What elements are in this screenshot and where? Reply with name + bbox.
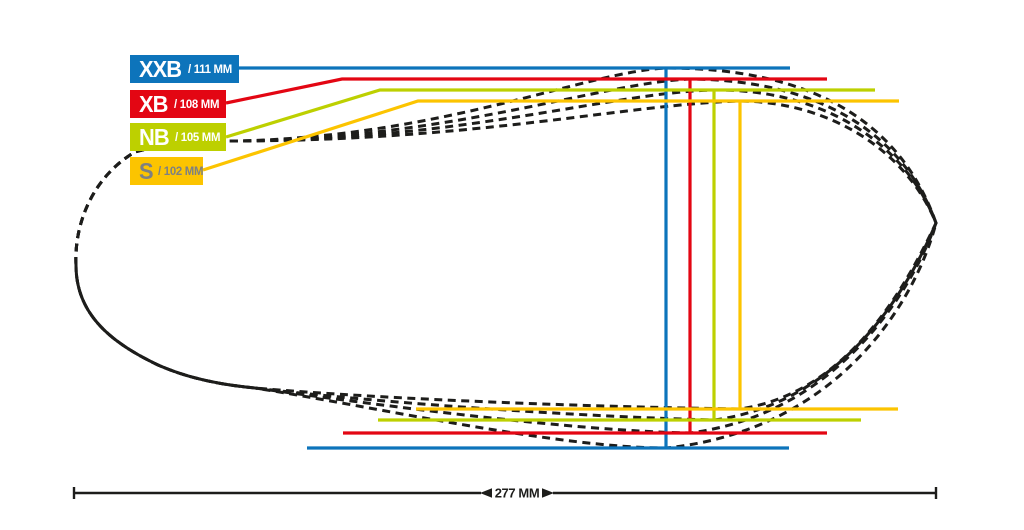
legend-size-code: XB xyxy=(139,90,168,117)
length-dimension: 277 MM xyxy=(72,486,938,501)
dimension-arrow-left-icon xyxy=(480,488,492,498)
legend-size-code: XXB xyxy=(139,55,182,82)
legend-item-xb: XB / 108 MM xyxy=(130,90,226,118)
legend-size-width: / 108 MM xyxy=(173,97,220,111)
legend-item-s: S / 102 MM xyxy=(130,157,204,185)
legend-size-width: / 111 MM xyxy=(188,62,233,76)
width-line-top-nb xyxy=(225,88,875,139)
dimension-arrow-right-icon xyxy=(542,488,554,498)
legend-size-width: / 105 MM xyxy=(175,130,221,144)
legend-size-width: / 102 MM xyxy=(158,164,204,178)
length-dimension-label: 277 MM xyxy=(495,486,540,501)
legend-item-xxb: XXB / 111 MM xyxy=(130,55,239,83)
legend-size-code: NB xyxy=(139,123,170,150)
width-line-top-xb xyxy=(225,77,827,105)
legend-item-nb: NB / 105 MM xyxy=(130,123,226,151)
legend-size-code: S xyxy=(139,157,154,184)
